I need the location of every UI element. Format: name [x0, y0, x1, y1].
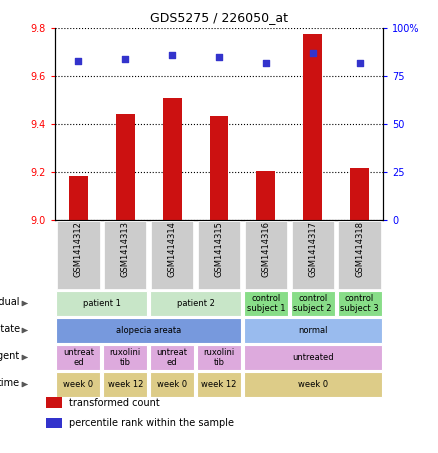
Bar	[57, 345, 100, 370]
Text: GSM1414314: GSM1414314	[168, 222, 177, 277]
Text: agent: agent	[0, 351, 20, 361]
Text: time: time	[0, 378, 20, 388]
Text: untreated: untreated	[292, 353, 333, 362]
Bar	[150, 345, 194, 370]
Point	[309, 49, 316, 57]
Text: individual: individual	[0, 297, 20, 307]
Bar	[57, 372, 100, 397]
Bar	[245, 221, 287, 289]
Text: week 12: week 12	[201, 380, 237, 389]
Bar	[103, 345, 147, 370]
Text: week 12: week 12	[108, 380, 143, 389]
Text: normal: normal	[298, 326, 328, 335]
Bar	[291, 291, 335, 316]
Bar	[198, 221, 240, 289]
Bar	[304, 34, 322, 220]
Bar	[339, 221, 381, 289]
Text: week 0: week 0	[157, 380, 187, 389]
Bar	[46, 397, 62, 408]
Text: ruxolini
tib: ruxolini tib	[110, 348, 141, 367]
Bar	[150, 291, 241, 316]
Text: GSM1414316: GSM1414316	[261, 222, 270, 277]
Text: GSM1414312: GSM1414312	[74, 222, 83, 277]
Bar	[292, 221, 334, 289]
Text: GDS5275 / 226050_at: GDS5275 / 226050_at	[150, 11, 288, 24]
Text: GSM1414315: GSM1414315	[215, 222, 223, 277]
Bar	[257, 171, 275, 220]
Bar	[163, 97, 181, 220]
Point	[356, 59, 363, 66]
Text: patient 1: patient 1	[83, 299, 121, 308]
Text: untreat
ed: untreat ed	[63, 348, 94, 367]
Text: control
subject 3: control subject 3	[340, 294, 379, 313]
Bar	[210, 116, 228, 220]
Bar	[116, 115, 134, 220]
Bar	[197, 345, 241, 370]
Text: patient 2: patient 2	[177, 299, 215, 308]
Text: alopecia areata: alopecia areata	[116, 326, 181, 335]
Bar	[57, 318, 241, 343]
Point	[262, 59, 269, 66]
Bar	[197, 372, 241, 397]
Bar	[244, 318, 381, 343]
Text: GSM1414318: GSM1414318	[355, 222, 364, 277]
Text: control
subject 2: control subject 2	[293, 294, 332, 313]
Text: control
subject 1: control subject 1	[247, 294, 285, 313]
Text: disease state: disease state	[0, 324, 20, 334]
Bar	[103, 372, 147, 397]
Bar	[57, 291, 147, 316]
Bar	[150, 372, 194, 397]
Text: untreat
ed: untreat ed	[157, 348, 187, 367]
Point	[169, 51, 176, 58]
Bar	[46, 418, 62, 429]
Bar	[151, 221, 193, 289]
Bar	[244, 372, 381, 397]
Bar	[57, 221, 99, 289]
Bar	[350, 169, 369, 220]
Point	[75, 57, 82, 64]
Bar	[244, 291, 288, 316]
Bar	[69, 176, 88, 220]
Point	[215, 53, 223, 60]
Bar	[244, 345, 381, 370]
Text: week 0: week 0	[298, 380, 328, 389]
Text: week 0: week 0	[64, 380, 93, 389]
Text: ruxolini
tib: ruxolini tib	[203, 348, 235, 367]
Text: GSM1414313: GSM1414313	[121, 222, 130, 277]
Bar	[104, 221, 146, 289]
Point	[122, 55, 129, 63]
Bar	[338, 291, 381, 316]
Text: transformed count: transformed count	[69, 398, 160, 408]
Text: GSM1414317: GSM1414317	[308, 222, 317, 277]
Text: percentile rank within the sample: percentile rank within the sample	[69, 418, 234, 428]
